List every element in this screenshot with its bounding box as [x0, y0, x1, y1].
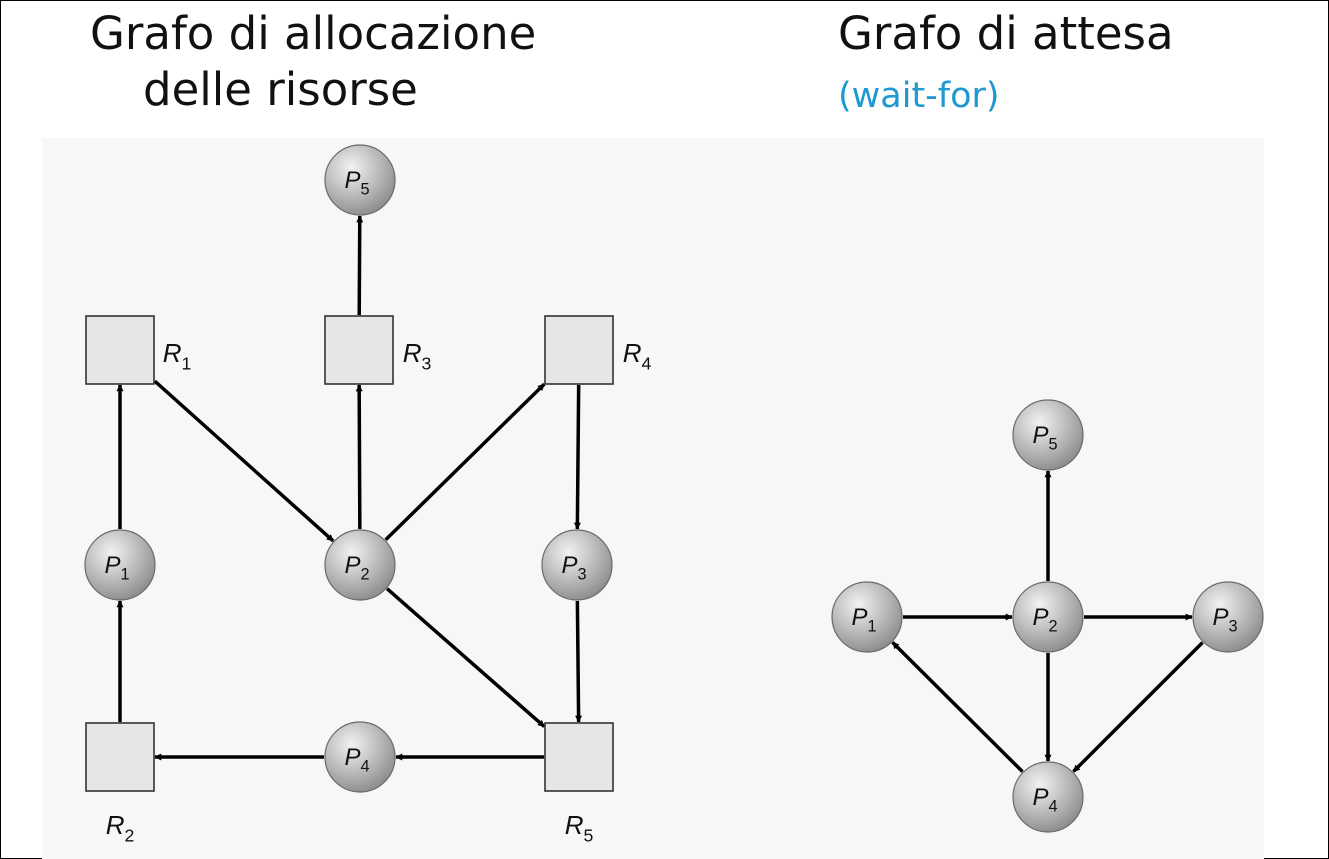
process-label: P2 [344, 552, 369, 584]
resource-square [85, 722, 155, 792]
right-subtitle: (wait-for) [838, 76, 1000, 116]
left-title-line1: Grafo di allocazione [90, 7, 537, 60]
right-process-p2: P2 [1012, 581, 1084, 653]
nodes-layer: R1 R3 R4 R2 R5 P5 P1 P2 P3 P4 P5 P1 P2 P3 P4 [84, 144, 1264, 845]
right-process-p1: P1 [831, 581, 903, 653]
right-process-p5: P5 [1012, 399, 1084, 471]
process-circle [1192, 581, 1264, 653]
resource-label: R5 [565, 810, 594, 845]
left-resource-r5: R5 [544, 722, 614, 845]
left-edge-r4-p3 [573, 384, 581, 530]
left-title-line2: delle risorse [143, 63, 418, 116]
process-label: P3 [1212, 604, 1237, 636]
resource-label: R1 [163, 338, 192, 373]
process-label: P3 [561, 552, 586, 584]
left-resource-r4: R4 [544, 315, 652, 385]
process-label: P5 [344, 167, 369, 199]
resource-square [324, 315, 394, 385]
process-circle [1012, 581, 1084, 653]
left-edge-r1-p2 [153, 379, 335, 543]
right-process-p3: P3 [1192, 581, 1264, 653]
left-resource-r3: R3 [324, 315, 432, 385]
left-process-p5: P5 [324, 144, 396, 216]
left-edge-r3-p5 [356, 215, 364, 316]
process-circle [324, 529, 396, 601]
left-edge-p3-r5 [575, 600, 583, 723]
process-label: P5 [1032, 422, 1057, 454]
resource-square [544, 722, 614, 792]
process-label: P4 [1032, 784, 1057, 816]
left-resource-r2: R2 [85, 722, 155, 845]
process-label: P1 [104, 552, 129, 584]
left-process-p2: P2 [324, 529, 396, 601]
right-title: Grafo di attesa [838, 7, 1174, 60]
process-label: P1 [851, 604, 876, 636]
left-process-p1: P1 [84, 529, 156, 601]
left-edge-p2-r4 [384, 382, 546, 542]
left-process-p3: P3 [541, 529, 613, 601]
process-circle [324, 144, 396, 216]
process-circle [84, 529, 156, 601]
process-label: P2 [1032, 604, 1057, 636]
resource-label: R2 [106, 810, 135, 845]
process-circle [1012, 761, 1084, 833]
resource-square [544, 315, 614, 385]
edges-layer [116, 215, 1204, 773]
diagram-background [42, 138, 1264, 859]
left-edge-p2-r5 [385, 587, 546, 728]
right-edge-p3-p4 [1072, 641, 1204, 773]
resource-label: R4 [623, 338, 652, 373]
left-process-p4: P4 [324, 721, 396, 793]
process-circle [831, 581, 903, 653]
right-process-p4: P4 [1012, 761, 1084, 833]
right-edge-p4-p1 [891, 641, 1024, 773]
resource-square [85, 315, 155, 385]
process-circle [324, 721, 396, 793]
process-circle [541, 529, 613, 601]
left-edge-p2-r3 [355, 384, 363, 530]
left-resource-r1: R1 [85, 315, 192, 385]
process-circle [1012, 399, 1084, 471]
process-label: P4 [344, 744, 369, 776]
resource-label: R3 [403, 338, 432, 373]
